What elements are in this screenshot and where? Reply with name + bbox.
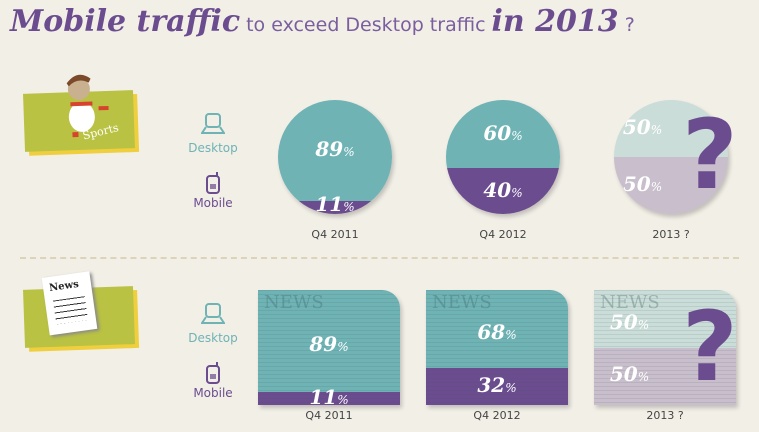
desktop-segment [594,290,736,348]
mobile-segment [278,201,392,214]
period-label: Q4 2011 [305,409,353,422]
legend-mobile: Mobile [193,196,233,210]
period-label: 2013 ? [652,228,690,241]
desktop-value: 89% [315,137,355,162]
title-middle: to exceed Desktop traffic [246,14,486,36]
period-label: Q4 2012 [473,409,521,422]
desktop-value: 60% [483,120,523,145]
news-page-2: NEWS 50% 50% [594,290,736,405]
mobile-value: 32% [477,372,517,397]
mobile-value: 11% [315,192,355,214]
period-label: 2013 ? [646,409,684,422]
news-page-1: NEWS 68% 32% [426,290,568,405]
sports-badge: Sports [23,74,135,152]
mobile-segment [258,392,400,405]
desktop-segment [278,100,392,202]
desktop-value: 89% [309,331,349,356]
title-mobile-traffic: Mobile traffic [10,4,241,39]
page-title: Mobile traffic to exceed Desktop traffic i… [10,4,641,39]
sports-player-icon [66,74,109,139]
mobile-phone-icon [206,172,220,198]
newspaper-masthead-decoration: NEWS [432,292,492,313]
mobile-segment [614,157,728,214]
desktop-segment [614,100,728,157]
question-mark-icon: ? [682,99,738,211]
title-in-2013: in 2013 [491,4,619,39]
desktop-value: 50% [609,309,650,334]
news-page-0: NEWS 89% 11% [258,290,400,405]
desktop-segment [446,100,560,169]
newspaper-icon: News [41,271,98,336]
mobile-value: 50% [609,362,650,387]
legend-desktop: Desktop [188,141,238,155]
laptop-icon [198,112,228,140]
mobile-phone-icon [206,362,220,388]
sports-ball-1: 60% 40% [446,100,560,214]
mobile-value: 11% [309,385,349,405]
newspaper-masthead-decoration: NEWS [600,292,660,313]
mobile-value: 50% [622,171,663,196]
desktop-value: 50% [622,114,663,139]
legend-desktop: Desktop [188,331,238,345]
sports-ball-0: 89% 11% [278,100,392,214]
title-question: ? [624,14,635,36]
question-mark-icon: ? [682,291,738,403]
desktop-segment [258,290,400,393]
desktop-segment [426,290,568,369]
desktop-value: 68% [477,319,517,344]
laptop-icon [198,302,228,330]
divider [20,257,739,259]
news-badge: News [23,271,135,348]
mobile-segment [446,168,560,214]
mobile-value: 40% [483,177,523,202]
period-label: Q4 2012 [479,228,527,241]
period-label: Q4 2011 [311,228,359,241]
mobile-segment [426,368,568,405]
sports-ball-2: 50% 50% [614,100,728,214]
legend-mobile: Mobile [193,386,233,400]
news-label: News [48,278,80,294]
newspaper-masthead-decoration: NEWS [264,292,324,313]
mobile-segment [594,347,736,405]
